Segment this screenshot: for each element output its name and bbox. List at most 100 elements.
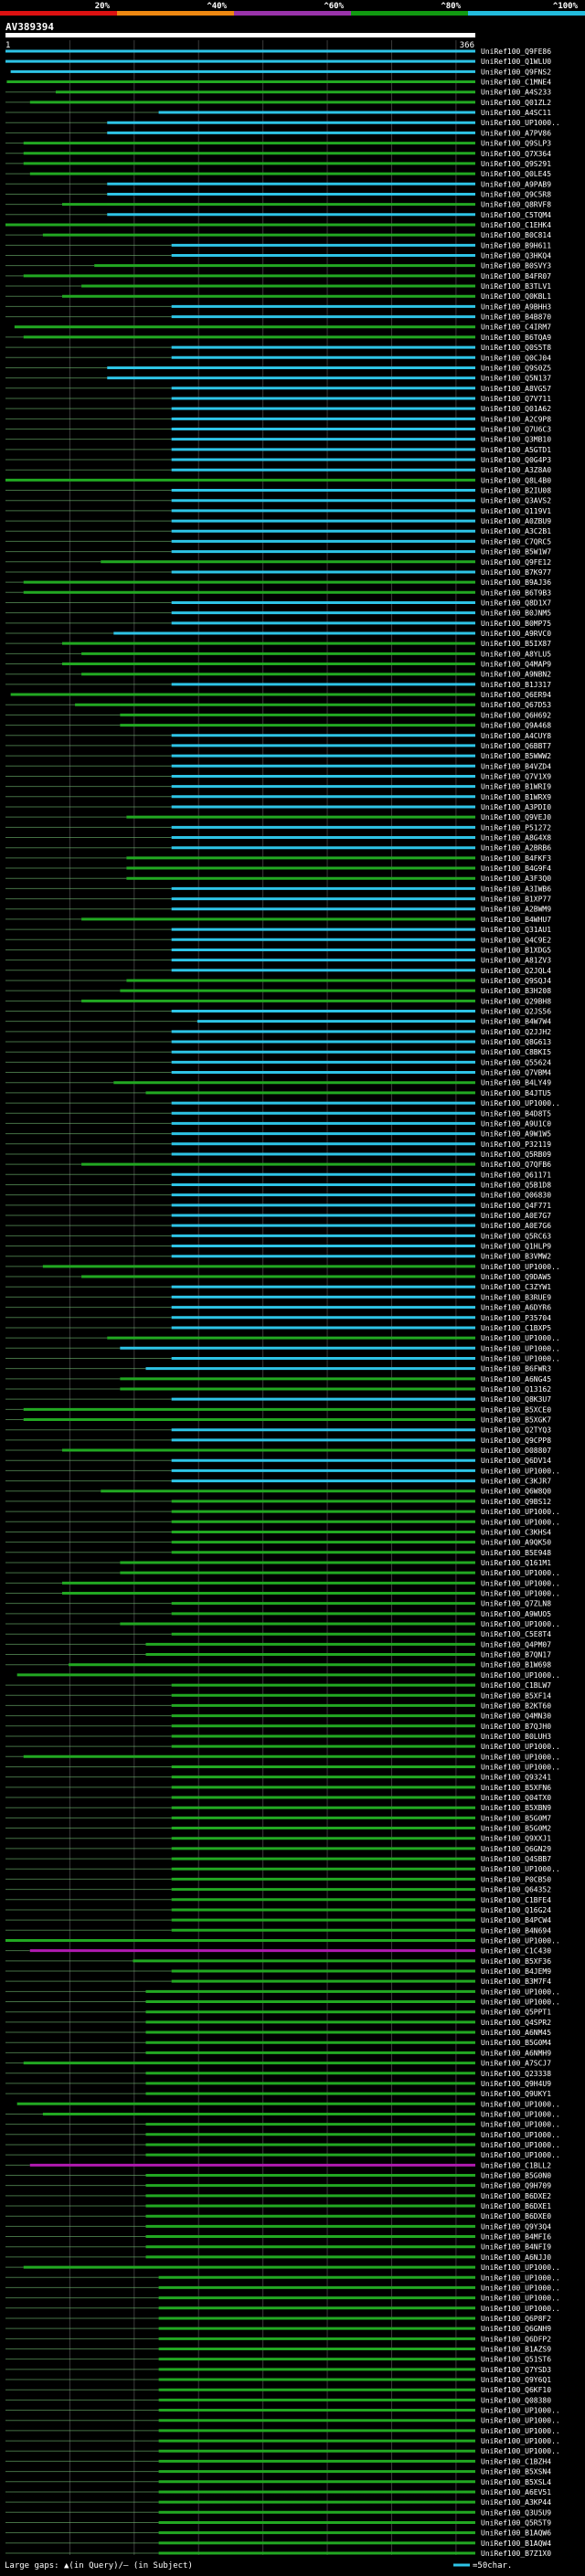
hit-label[interactable]: UniRef100_P35704 (481, 1314, 551, 1322)
hit-label[interactable]: UniRef100_UP1000.. (481, 1620, 560, 1628)
hit-label[interactable]: UniRef100_Q55624 (481, 1058, 551, 1066)
hit-label[interactable]: UniRef100_B4PCW4 (481, 1916, 551, 1924)
hit-label[interactable]: UniRef100_B5XBN9 (481, 1804, 551, 1812)
hit-label[interactable]: UniRef100_B1WRX9 (481, 793, 551, 801)
hit-label[interactable]: UniRef100_Q08380 (481, 2396, 551, 2404)
hit-label[interactable]: UniRef100_UP1000.. (481, 1263, 560, 1271)
hit-label[interactable]: UniRef100_Q6GN29 (481, 1845, 551, 1853)
hit-label[interactable]: UniRef100_Q0LE45 (481, 170, 551, 178)
hit-label[interactable]: UniRef100_Q16G24 (481, 1906, 551, 1914)
hit-label[interactable]: UniRef100_B6DXE2 (481, 2192, 551, 2200)
hit-label[interactable]: UniRef100_B4LY49 (481, 1079, 551, 1087)
hit-label[interactable]: UniRef100_Q4SPR2 (481, 2019, 551, 2027)
hit-label[interactable]: UniRef100_Q7VBM4 (481, 1069, 551, 1077)
hit-label[interactable]: UniRef100_B4VZD4 (481, 762, 551, 770)
hit-label[interactable]: UniRef100_A9U1C0 (481, 1119, 551, 1128)
hit-label[interactable]: UniRef100_Q9BS12 (481, 1498, 551, 1506)
hit-label[interactable]: UniRef100_UP1000.. (481, 1671, 560, 1680)
hit-label[interactable]: UniRef100_A7PV86 (481, 129, 551, 137)
hit-label[interactable]: UniRef100_Q7X364 (481, 150, 551, 158)
hit-label[interactable]: UniRef100_Q4MN30 (481, 1712, 551, 1721)
hit-label[interactable]: UniRef100_UP1000.. (481, 2407, 560, 2415)
hit-label[interactable]: UniRef100_C7QRC5 (481, 537, 551, 546)
hit-label[interactable]: UniRef100_B1XDG5 (481, 946, 551, 954)
hit-label[interactable]: UniRef100_B3VMW2 (481, 1253, 551, 1261)
hit-label[interactable]: UniRef100_B4JEM9 (481, 1967, 551, 1976)
hit-label[interactable]: UniRef100_Q0CJ04 (481, 354, 551, 362)
hit-label[interactable]: UniRef100_Q6DFP2 (481, 2335, 551, 2343)
hit-label[interactable]: UniRef100_B0JNM5 (481, 610, 551, 618)
hit-label[interactable]: UniRef100_P32119 (481, 1140, 551, 1149)
hit-label[interactable]: UniRef100_Q9FE12 (481, 558, 551, 567)
hit-label[interactable]: UniRef100_B4MFI6 (481, 2233, 551, 2242)
hit-label[interactable]: UniRef100_C3KJR7 (481, 1478, 551, 1486)
hit-label[interactable]: UniRef100_UP1000.. (481, 2427, 560, 2435)
hit-label[interactable]: UniRef100_Q8D1X7 (481, 599, 551, 607)
hit-label[interactable]: UniRef100_B6T9B3 (481, 588, 551, 597)
hit-label[interactable]: UniRef100_Q29BH8 (481, 997, 551, 1005)
hit-label[interactable]: UniRef100_A3PDI0 (481, 803, 551, 811)
hit-label[interactable]: UniRef100_B6FWR3 (481, 1365, 551, 1373)
hit-label[interactable]: UniRef100_UP1000.. (481, 2141, 560, 2149)
hit-label[interactable]: UniRef100_Q01ZL2 (481, 99, 551, 107)
hit-label[interactable]: UniRef100_Q7U6C3 (481, 425, 551, 433)
hit-label[interactable]: UniRef100_Q51ST6 (481, 2356, 551, 2364)
hit-label[interactable]: UniRef100_B5XSN4 (481, 2468, 551, 2476)
hit-label[interactable]: UniRef100_B9AJ36 (481, 578, 551, 587)
hit-label[interactable]: UniRef100_A5GTD1 (481, 446, 551, 454)
hit-label[interactable]: UniRef100_A6EV51 (481, 2488, 551, 2496)
hit-label[interactable]: UniRef100_Q0G4P3 (481, 456, 551, 464)
hit-label[interactable]: UniRef100_C5E8T4 (481, 1630, 551, 1638)
hit-label[interactable]: UniRef100_B2IU08 (481, 487, 551, 495)
hit-label[interactable]: UniRef100_B3M7F4 (481, 1977, 551, 1986)
hit-label[interactable]: UniRef100_Q4SBB7 (481, 1855, 551, 1863)
hit-label[interactable]: UniRef100_UP1000.. (481, 1099, 560, 1108)
hit-label[interactable]: UniRef100_O08807 (481, 1447, 551, 1455)
hit-label[interactable]: UniRef100_A8VG57 (481, 385, 551, 393)
hit-label[interactable]: UniRef100_C3ZYW1 (481, 1283, 551, 1291)
hit-label[interactable]: UniRef100_UP1000.. (481, 2437, 560, 2445)
hit-label[interactable]: UniRef100_Q5N137 (481, 375, 551, 383)
hit-label[interactable]: UniRef100_B7QJH0 (481, 1723, 551, 1731)
hit-label[interactable]: UniRef100_C8BKI5 (481, 1048, 551, 1056)
hit-label[interactable]: UniRef100_B4N694 (481, 1926, 551, 1935)
hit-label[interactable]: UniRef100_B7K977 (481, 568, 551, 577)
hit-label[interactable]: UniRef100_Q3AVS2 (481, 497, 551, 505)
hit-label[interactable]: UniRef100_Q3U5U9 (481, 2508, 551, 2517)
hit-label[interactable]: UniRef100_UP1000.. (481, 2447, 560, 2455)
hit-label[interactable]: UniRef100_Q4MAP9 (481, 661, 551, 669)
hit-label[interactable]: UniRef100_Q31AU1 (481, 926, 551, 934)
hit-label[interactable]: UniRef100_UP1000.. (481, 1936, 560, 1945)
hit-label[interactable]: UniRef100_B7Z1X0 (481, 2549, 551, 2558)
hit-label[interactable]: UniRef100_UP1000.. (481, 2151, 560, 2159)
hit-label[interactable]: UniRef100_UP1000.. (481, 1354, 560, 1362)
hit-label[interactable]: UniRef100_B6TQA9 (481, 334, 551, 342)
hit-label[interactable]: UniRef100_C1BXP5 (481, 1324, 551, 1332)
hit-label[interactable]: UniRef100_Q5PPT1 (481, 2009, 551, 2017)
hit-label[interactable]: UniRef100_P51272 (481, 823, 551, 832)
hit-label[interactable]: UniRef100_UP1000.. (481, 2131, 560, 2139)
hit-label[interactable]: UniRef100_A3F3Q0 (481, 875, 551, 883)
hit-label[interactable]: UniRef100_Q8L4B0 (481, 476, 551, 484)
hit-label[interactable]: UniRef100_B5G0M2 (481, 1825, 551, 1833)
hit-label[interactable]: UniRef100_Q67D53 (481, 701, 551, 709)
hit-label[interactable]: UniRef100_B5XCE0 (481, 1405, 551, 1414)
hit-label[interactable]: UniRef100_B4NFI9 (481, 2243, 551, 2252)
hit-label[interactable]: UniRef100_B5IX87 (481, 640, 551, 648)
hit-label[interactable]: UniRef100_UP1000.. (481, 1569, 560, 1577)
hit-label[interactable]: UniRef100_UP1000.. (481, 2121, 560, 2129)
hit-label[interactable]: UniRef100_C1C430 (481, 1947, 551, 1956)
hit-label[interactable]: UniRef100_UP1000.. (481, 2100, 560, 2108)
hit-label[interactable]: UniRef100_UP1000.. (481, 1865, 560, 1873)
hit-label[interactable]: UniRef100_Q9C5R8 (481, 190, 551, 198)
hit-label[interactable]: UniRef100_Q1WLU0 (481, 58, 551, 66)
hit-label[interactable]: UniRef100_Q6H692 (481, 711, 551, 719)
hit-label[interactable]: UniRef100_Q3HKQ4 (481, 252, 551, 260)
hit-label[interactable]: UniRef100_B3TLV1 (481, 282, 551, 291)
hit-label[interactable]: UniRef100_Q9H4U9 (481, 2080, 551, 2088)
hit-label[interactable]: UniRef100_UP1000.. (481, 1344, 560, 1352)
hit-label[interactable]: UniRef100_B1AZS9 (481, 2345, 551, 2353)
hit-label[interactable]: UniRef100_Q9UKY1 (481, 2090, 551, 2098)
hit-label[interactable]: UniRef100_C1BZH4 (481, 2457, 551, 2465)
hit-label[interactable]: UniRef100_Q161M1 (481, 1559, 551, 1567)
